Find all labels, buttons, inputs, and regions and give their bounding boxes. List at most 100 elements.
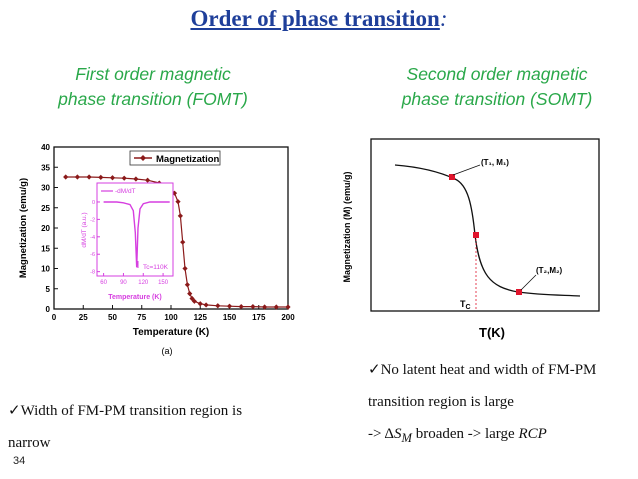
fomt-x-tick-label: 50 — [108, 313, 117, 322]
inset-y-tick-label: 0 — [92, 200, 95, 206]
fomt-data-point — [63, 174, 69, 180]
fomt-heading: First order magnetic phase transition (F… — [18, 62, 288, 112]
fomt-data-point — [145, 177, 151, 183]
somt-magnetization-chart: Magnetization (M) (emu/g) T(K) (T₁, M₁) … — [342, 138, 600, 340]
fomt-x-ticks: 0 25 50 75 100 125 150 175 200 — [52, 305, 295, 322]
somt-t2-label: (T₂,M₂) — [536, 266, 563, 275]
somt-t1-pointer — [452, 164, 481, 176]
inset-y-tick-label: -2 — [90, 217, 95, 223]
inset-y-tick-label: -6 — [90, 252, 95, 258]
somt-note-line3-mid: broaden -> large — [411, 426, 519, 442]
fomt-y-ticks: 0 5 10 15 20 25 30 35 40 — [41, 143, 58, 314]
fomt-y-tick-label: 30 — [41, 184, 50, 193]
somt-t1-label: (T₁, M₁) — [481, 158, 509, 167]
somt-tc-label: TC — [460, 299, 471, 311]
fomt-y-tick-label: 35 — [41, 163, 50, 172]
somt-x-axis-label: T(K) — [479, 325, 505, 340]
fomt-x-tick-label: 100 — [164, 313, 178, 322]
fomt-y-axis-label: Magnetization (emu/g) — [18, 178, 29, 278]
fomt-x-tick-label: 75 — [137, 313, 146, 322]
slide-title-text: Order of phase transition — [190, 6, 440, 31]
fomt-note-line1: ✓Width of FM-PM transition region is — [8, 403, 243, 419]
inset-x-tick-label: 120 — [138, 280, 149, 286]
somt-y-axis-label: Magnetization (M) (emu/g) — [342, 172, 352, 283]
fomt-inset: 0 -2 -4 -6 -8 60 90 120 150 dM/dT (a.u.) Temper… — [81, 182, 174, 301]
fomt-data-point — [86, 174, 92, 180]
fomt-y-tick-label: 20 — [41, 224, 50, 233]
somt-plot-frame — [370, 138, 600, 312]
somt-note-line2: transition region is large — [368, 394, 514, 410]
fomt-note-line2: narrow — [8, 435, 51, 451]
inset-y-ticks: 0 -2 -4 -6 -8 — [90, 200, 100, 276]
fomt-y-tick-label: 0 — [46, 305, 51, 314]
somt-note-rcp: RCP — [518, 426, 547, 442]
fomt-data-point — [184, 282, 190, 288]
somt-marker-tc — [473, 232, 479, 238]
fomt-data-point — [215, 303, 221, 309]
fomt-data-point — [182, 265, 188, 272]
fomt-data-point — [191, 298, 197, 304]
somt-note: ✓No latent heat and width of FM-PM trans… — [368, 354, 636, 454]
fomt-y-tick-label: 40 — [41, 143, 50, 152]
inset-x-tick-label: 150 — [158, 280, 169, 286]
inset-y-axis-label: dM/dT (a.u.) — [81, 212, 88, 247]
fomt-y-tick-label: 10 — [41, 265, 50, 274]
fomt-legend-label: Magnetization — [156, 154, 220, 165]
inset-y-tick-label: -4 — [90, 235, 95, 241]
inset-legend-label: -dM/dT — [115, 188, 136, 195]
fomt-x-tick-label: 0 — [52, 313, 57, 322]
fomt-data-point — [177, 213, 183, 219]
fomt-x-tick-label: 25 — [79, 313, 88, 322]
inset-x-tick-label: 90 — [120, 280, 127, 286]
somt-heading-line2: phase transition (SOMT) — [401, 89, 593, 109]
fomt-x-axis-label: Temperature (K) — [133, 327, 210, 338]
somt-t2-pointer — [520, 274, 537, 291]
somt-note-entropy-symbol: S — [394, 426, 402, 442]
fomt-data-point — [187, 291, 193, 297]
inset-x-ticks: 60 90 120 150 — [100, 273, 169, 286]
somt-heading-line1: Second order magnetic — [406, 64, 588, 84]
fomt-y-tick-label: 25 — [41, 204, 50, 213]
somt-marker-t2 — [516, 289, 522, 295]
fomt-x-tick-label: 200 — [281, 313, 295, 322]
slide-title: Order of phase transition: — [0, 6, 638, 32]
fomt-legend-box — [129, 150, 221, 166]
inset-x-axis-label: Temperature (K) — [108, 294, 162, 301]
inset-y-tick-label: -8 — [90, 270, 95, 276]
fomt-data-point — [109, 175, 116, 181]
fomt-data-point — [133, 176, 139, 182]
inset-x-tick-label: 60 — [100, 280, 107, 286]
fomt-legend-marker — [140, 155, 146, 161]
slide-title-colon: : — [439, 6, 448, 31]
fomt-x-tick-label: 125 — [194, 313, 208, 322]
fomt-heading-line2: phase transition (FOMT) — [58, 89, 248, 109]
somt-heading: Second order magnetic phase transition (… — [362, 62, 632, 112]
fomt-note: ✓Width of FM-PM transition region is nar… — [8, 395, 308, 459]
fomt-data-point — [250, 303, 256, 310]
page-number: 34 — [13, 455, 26, 467]
fomt-x-tick-label: 175 — [252, 313, 266, 322]
fomt-data-point — [98, 174, 104, 180]
fomt-figure-caption: (a) — [162, 346, 173, 356]
somt-marker-t1 — [449, 174, 455, 180]
somt-note-line3: -> ΔSM broaden -> large RCP — [368, 418, 636, 454]
fomt-data-point — [175, 199, 181, 205]
fomt-data-point — [180, 239, 186, 245]
fomt-data-point — [74, 174, 80, 180]
inset-annotation: Tc=110K — [143, 264, 169, 271]
fomt-data-point — [226, 303, 233, 309]
fomt-data-point — [238, 303, 244, 310]
fomt-data-point — [203, 302, 209, 308]
somt-note-entropy-sub: M — [401, 431, 412, 445]
fomt-x-tick-label: 150 — [223, 313, 237, 322]
somt-note-line1: ✓No latent heat and width of FM-PM — [368, 362, 597, 378]
fomt-data-point — [121, 175, 127, 181]
fomt-y-tick-label: 15 — [41, 244, 50, 253]
inset-series-line — [103, 201, 170, 268]
somt-note-line3-prefix: -> Δ — [368, 426, 395, 442]
somt-curve — [394, 164, 581, 297]
fomt-heading-line1: First order magnetic — [75, 64, 231, 84]
fomt-y-tick-label: 5 — [46, 285, 51, 294]
fomt-data-point — [197, 301, 203, 307]
